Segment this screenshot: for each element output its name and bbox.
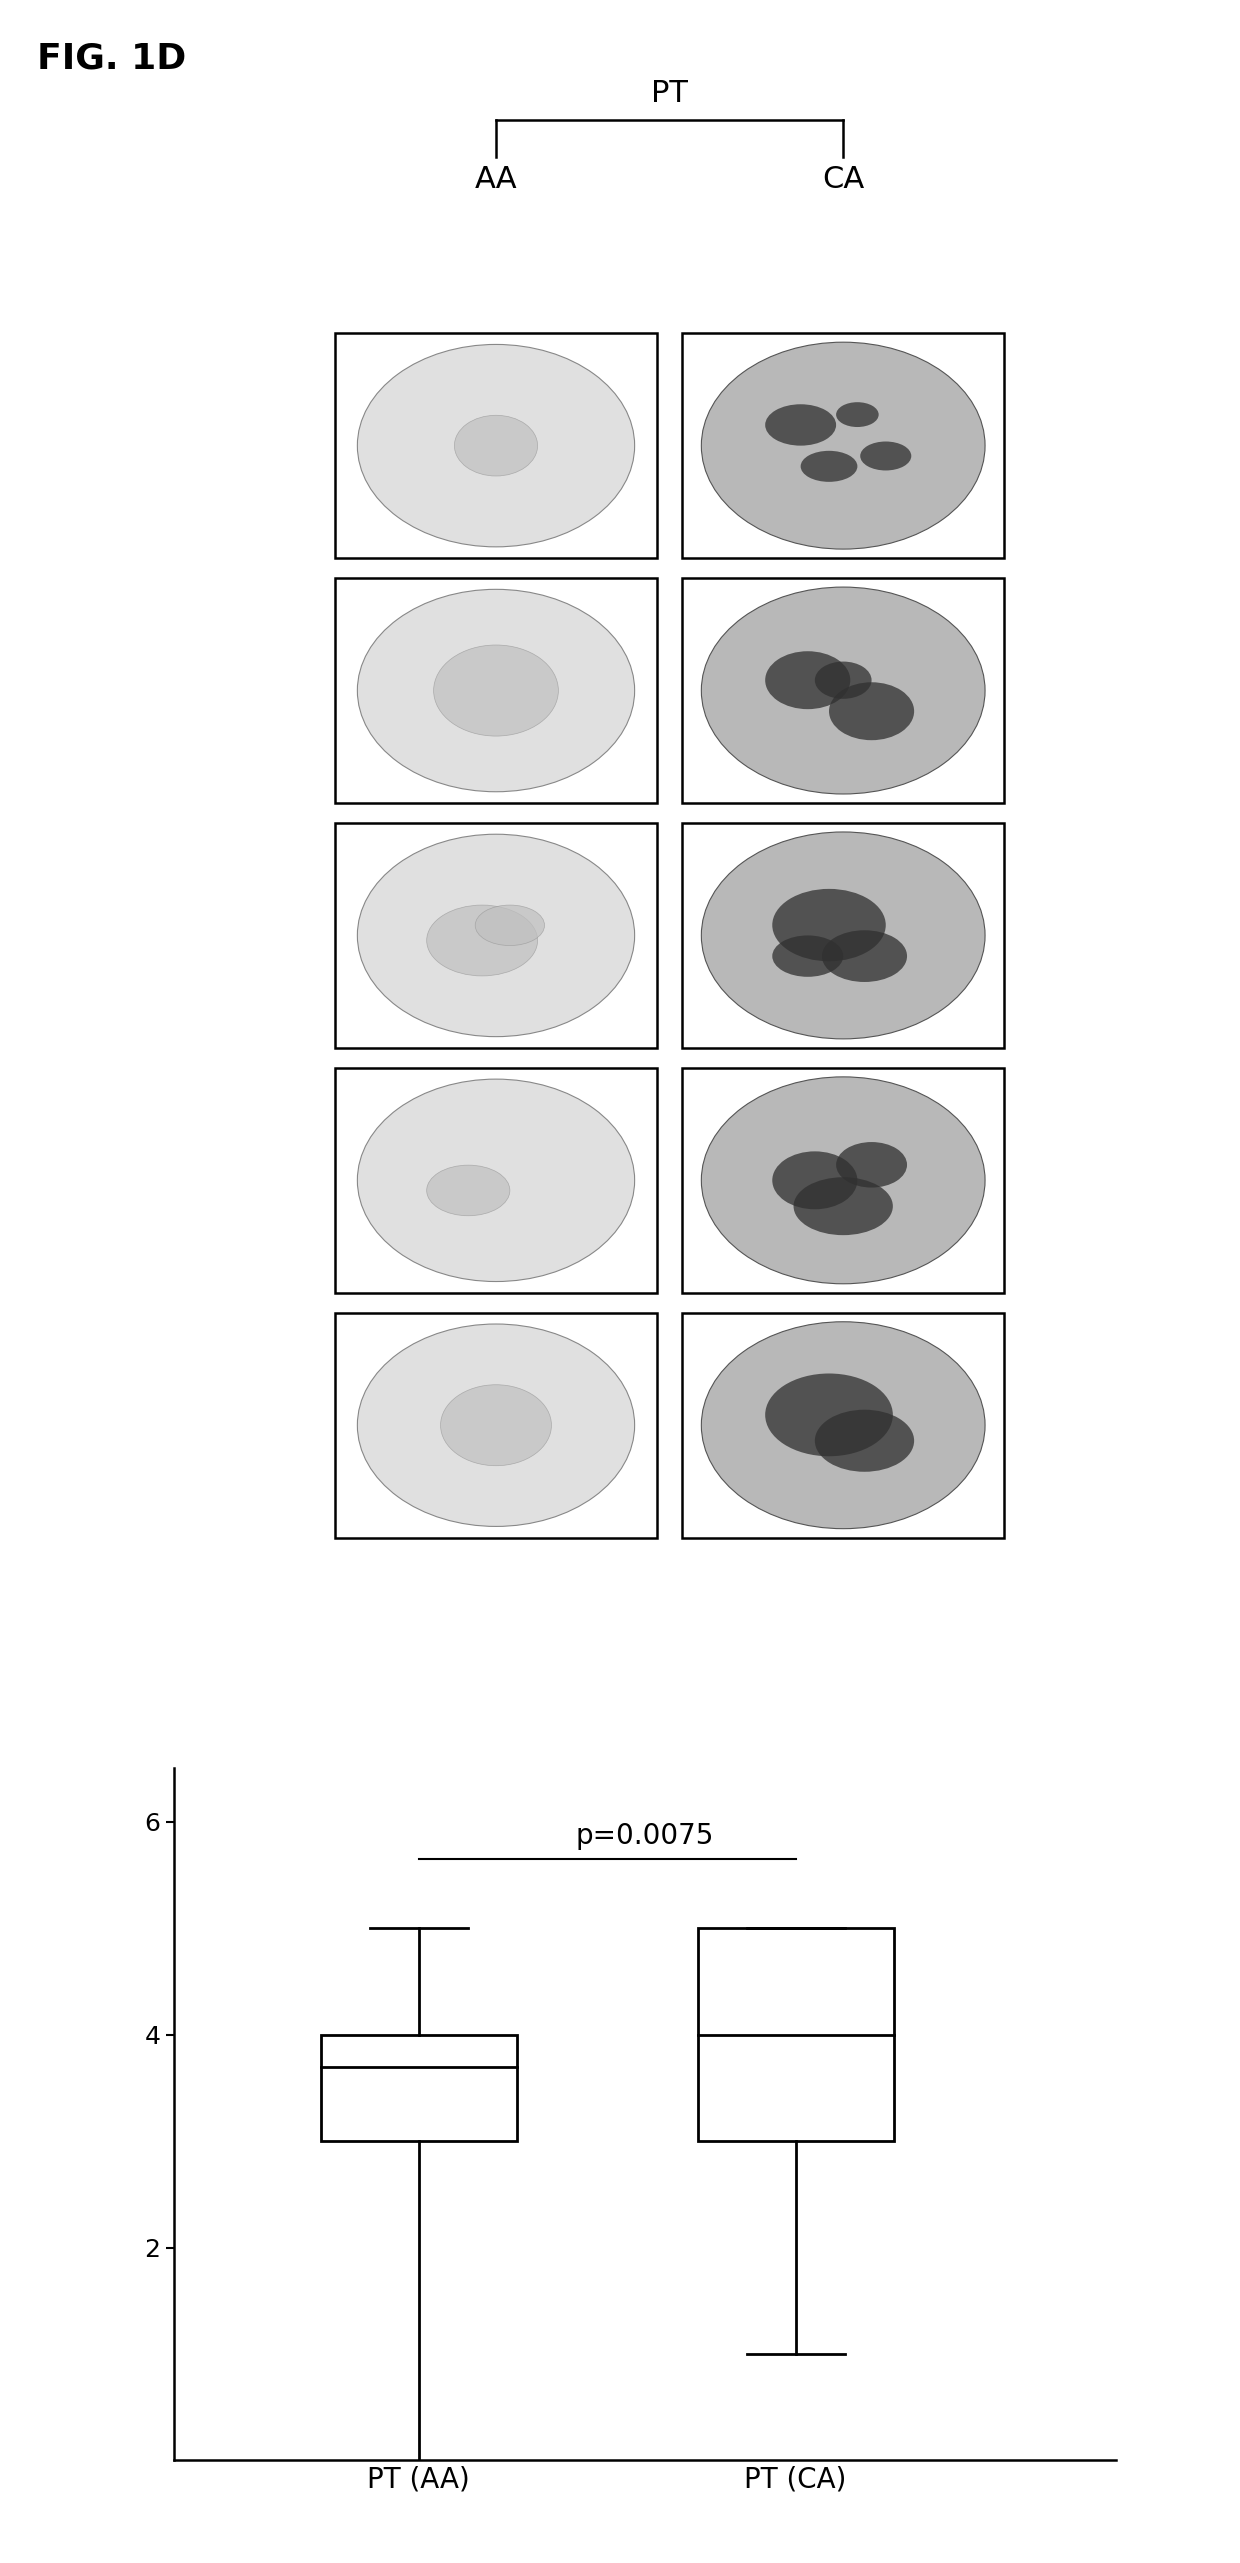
Bar <box>335 823 657 1048</box>
Ellipse shape <box>765 651 851 710</box>
Bar <box>682 1312 1004 1538</box>
Ellipse shape <box>357 343 635 546</box>
Ellipse shape <box>794 1176 893 1235</box>
Bar <box>682 823 1004 1048</box>
Ellipse shape <box>801 451 857 482</box>
Text: CA: CA <box>822 164 864 195</box>
Bar <box>335 1312 657 1538</box>
Ellipse shape <box>836 402 879 428</box>
Ellipse shape <box>765 405 836 446</box>
Bar <box>682 1069 1004 1292</box>
Ellipse shape <box>861 441 911 472</box>
Bar <box>321 2035 517 2140</box>
Ellipse shape <box>773 1151 857 1210</box>
Ellipse shape <box>815 1410 914 1471</box>
Ellipse shape <box>773 889 885 961</box>
Ellipse shape <box>702 587 985 795</box>
Bar <box>335 1069 657 1292</box>
Bar <box>335 579 657 802</box>
Ellipse shape <box>773 935 843 977</box>
Ellipse shape <box>357 1079 635 1282</box>
Ellipse shape <box>702 1076 985 1284</box>
Ellipse shape <box>434 646 558 736</box>
Text: p=0.0075: p=0.0075 <box>575 1822 714 1850</box>
Bar <box>698 1927 894 2140</box>
Ellipse shape <box>702 343 985 548</box>
Bar <box>335 333 657 559</box>
Ellipse shape <box>357 833 635 1035</box>
Text: PT: PT <box>651 79 688 108</box>
Ellipse shape <box>475 905 544 946</box>
Ellipse shape <box>427 1166 510 1215</box>
Ellipse shape <box>815 661 872 700</box>
Bar <box>682 579 1004 802</box>
Text: FIG. 1D: FIG. 1D <box>37 41 186 77</box>
Ellipse shape <box>702 833 985 1038</box>
Ellipse shape <box>765 1374 893 1456</box>
Ellipse shape <box>830 682 914 741</box>
Ellipse shape <box>357 1325 635 1528</box>
Text: AA: AA <box>475 164 517 195</box>
Ellipse shape <box>454 415 538 477</box>
Ellipse shape <box>427 905 538 977</box>
Ellipse shape <box>836 1143 906 1187</box>
Ellipse shape <box>357 589 635 792</box>
Ellipse shape <box>702 1323 985 1528</box>
Ellipse shape <box>440 1384 552 1466</box>
Bar <box>682 333 1004 559</box>
Ellipse shape <box>822 930 906 982</box>
